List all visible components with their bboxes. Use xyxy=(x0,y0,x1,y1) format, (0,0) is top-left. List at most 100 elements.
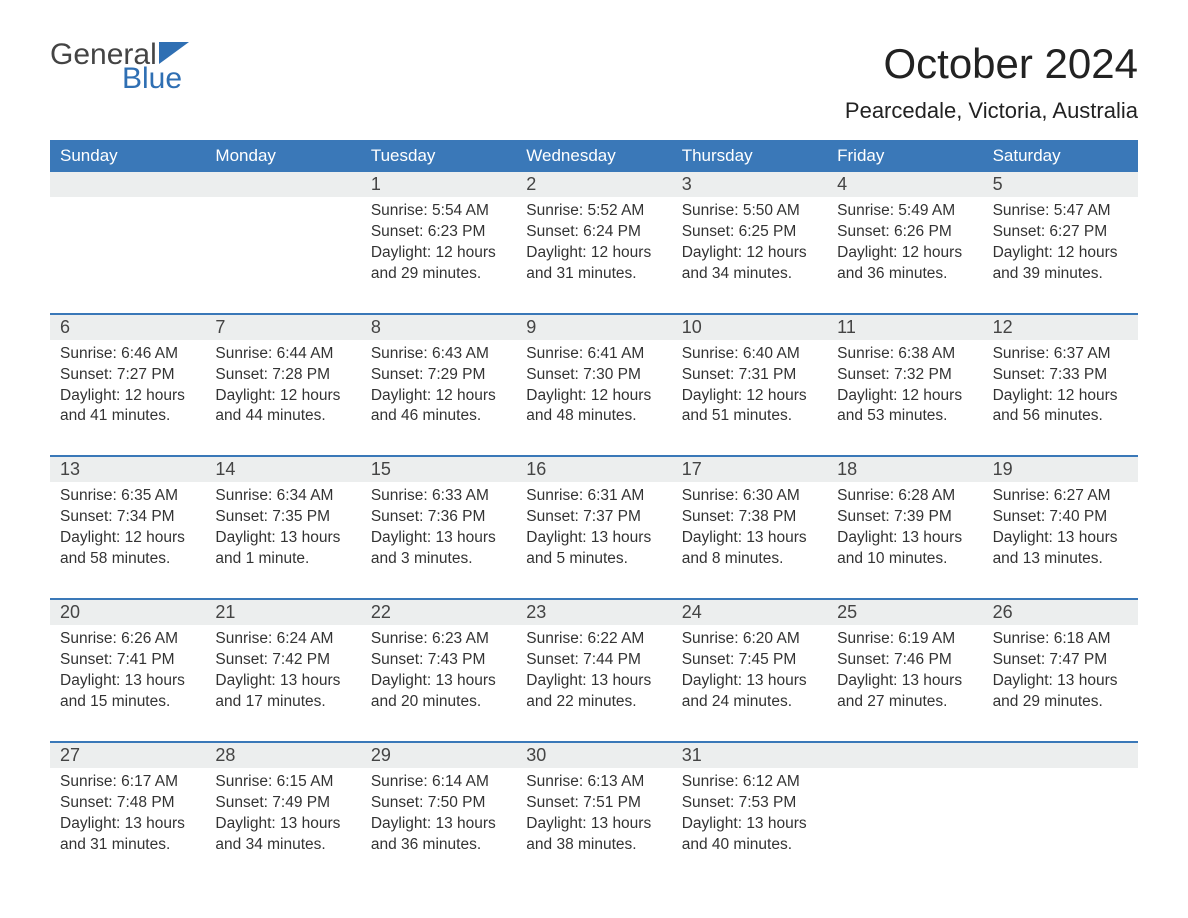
day-details: Sunrise: 6:22 AMSunset: 7:44 PMDaylight:… xyxy=(516,625,671,721)
day-number: 17 xyxy=(672,457,827,482)
sunset-text: Sunset: 7:27 PM xyxy=(60,365,195,386)
sunrise-text: Sunrise: 6:30 AM xyxy=(682,486,817,507)
day-details: Sunrise: 5:49 AMSunset: 6:26 PMDaylight:… xyxy=(827,197,982,293)
sunrise-text: Sunrise: 6:27 AM xyxy=(993,486,1128,507)
day-details: Sunrise: 6:27 AMSunset: 7:40 PMDaylight:… xyxy=(983,482,1138,578)
day-number: 3 xyxy=(672,172,827,197)
header: General Blue October 2024 Pearcedale, Vi… xyxy=(50,40,1138,124)
day-details: Sunrise: 6:41 AMSunset: 7:30 PMDaylight:… xyxy=(516,340,671,436)
day-number: 24 xyxy=(672,600,827,625)
daylight-text: Daylight: 12 hours and 41 minutes. xyxy=(60,386,195,428)
day-number: 7 xyxy=(205,315,360,340)
day-details: Sunrise: 6:30 AMSunset: 7:38 PMDaylight:… xyxy=(672,482,827,578)
sunrise-text: Sunrise: 6:22 AM xyxy=(526,629,661,650)
daylight-text: Daylight: 13 hours and 38 minutes. xyxy=(526,814,661,856)
day-number: 29 xyxy=(361,743,516,768)
day-cell: 31Sunrise: 6:12 AMSunset: 7:53 PMDayligh… xyxy=(672,743,827,864)
day-number: 8 xyxy=(361,315,516,340)
week-row: 6Sunrise: 6:46 AMSunset: 7:27 PMDaylight… xyxy=(50,313,1138,436)
day-number: 28 xyxy=(205,743,360,768)
logo: General Blue xyxy=(50,40,189,94)
day-number: 27 xyxy=(50,743,205,768)
day-cell: 1Sunrise: 5:54 AMSunset: 6:23 PMDaylight… xyxy=(361,172,516,293)
sunset-text: Sunset: 7:44 PM xyxy=(526,650,661,671)
daylight-text: Daylight: 13 hours and 8 minutes. xyxy=(682,528,817,570)
day-details xyxy=(50,197,205,209)
sunset-text: Sunset: 7:38 PM xyxy=(682,507,817,528)
day-number: 26 xyxy=(983,600,1138,625)
daylight-text: Daylight: 13 hours and 22 minutes. xyxy=(526,671,661,713)
location: Pearcedale, Victoria, Australia xyxy=(845,98,1138,124)
daylight-text: Daylight: 12 hours and 31 minutes. xyxy=(526,243,661,285)
day-details: Sunrise: 5:47 AMSunset: 6:27 PMDaylight:… xyxy=(983,197,1138,293)
sunrise-text: Sunrise: 6:13 AM xyxy=(526,772,661,793)
daylight-text: Daylight: 13 hours and 29 minutes. xyxy=(993,671,1128,713)
day-cell: 4Sunrise: 5:49 AMSunset: 6:26 PMDaylight… xyxy=(827,172,982,293)
daylight-text: Daylight: 13 hours and 31 minutes. xyxy=(60,814,195,856)
day-cell: 5Sunrise: 5:47 AMSunset: 6:27 PMDaylight… xyxy=(983,172,1138,293)
sunrise-text: Sunrise: 6:33 AM xyxy=(371,486,506,507)
dow-friday: Friday xyxy=(827,140,982,172)
daylight-text: Daylight: 12 hours and 56 minutes. xyxy=(993,386,1128,428)
daylight-text: Daylight: 12 hours and 36 minutes. xyxy=(837,243,972,285)
sunset-text: Sunset: 7:53 PM xyxy=(682,793,817,814)
day-number: 11 xyxy=(827,315,982,340)
day-number: 14 xyxy=(205,457,360,482)
sunrise-text: Sunrise: 6:24 AM xyxy=(215,629,350,650)
day-cell: 9Sunrise: 6:41 AMSunset: 7:30 PMDaylight… xyxy=(516,315,671,436)
day-number: 31 xyxy=(672,743,827,768)
daylight-text: Daylight: 12 hours and 53 minutes. xyxy=(837,386,972,428)
day-number: 15 xyxy=(361,457,516,482)
day-details: Sunrise: 6:20 AMSunset: 7:45 PMDaylight:… xyxy=(672,625,827,721)
sunrise-text: Sunrise: 6:46 AM xyxy=(60,344,195,365)
day-number: 1 xyxy=(361,172,516,197)
day-cell: 11 Sunrise: 6:38 AMSunset: 7:32 PMDayligh… xyxy=(827,315,982,436)
day-cell: 29Sunrise: 6:14 AMSunset: 7:50 PMDayligh… xyxy=(361,743,516,864)
day-number: 2 xyxy=(516,172,671,197)
day-details: Sunrise: 6:31 AMSunset: 7:37 PMDaylight:… xyxy=(516,482,671,578)
day-cell: 22Sunrise: 6:23 AMSunset: 7:43 PMDayligh… xyxy=(361,600,516,721)
day-cell: 24Sunrise: 6:20 AMSunset: 7:45 PMDayligh… xyxy=(672,600,827,721)
day-details: Sunrise: 6:34 AMSunset: 7:35 PMDaylight:… xyxy=(205,482,360,578)
day-details: Sunrise: 6:13 AMSunset: 7:51 PMDaylight:… xyxy=(516,768,671,864)
sunset-text: Sunset: 6:26 PM xyxy=(837,222,972,243)
day-cell: 17Sunrise: 6:30 AMSunset: 7:38 PMDayligh… xyxy=(672,457,827,578)
day-number: 13 xyxy=(50,457,205,482)
daylight-text: Daylight: 13 hours and 15 minutes. xyxy=(60,671,195,713)
sunset-text: Sunset: 6:27 PM xyxy=(993,222,1128,243)
sunrise-text: Sunrise: 6:37 AM xyxy=(993,344,1128,365)
day-number: 6 xyxy=(50,315,205,340)
week-row: 1Sunrise: 5:54 AMSunset: 6:23 PMDaylight… xyxy=(50,172,1138,293)
dow-thursday: Thursday xyxy=(672,140,827,172)
day-cell: 7Sunrise: 6:44 AMSunset: 7:28 PMDaylight… xyxy=(205,315,360,436)
daylight-text: Daylight: 13 hours and 17 minutes. xyxy=(215,671,350,713)
day-cell: 8Sunrise: 6:43 AMSunset: 7:29 PMDaylight… xyxy=(361,315,516,436)
sunset-text: Sunset: 6:23 PM xyxy=(371,222,506,243)
day-cell: 18Sunrise: 6:28 AMSunset: 7:39 PMDayligh… xyxy=(827,457,982,578)
sunset-text: Sunset: 7:40 PM xyxy=(993,507,1128,528)
sunset-text: Sunset: 7:41 PM xyxy=(60,650,195,671)
sunset-text: Sunset: 7:46 PM xyxy=(837,650,972,671)
day-details: Sunrise: 6:15 AMSunset: 7:49 PMDaylight:… xyxy=(205,768,360,864)
sunset-text: Sunset: 7:35 PM xyxy=(215,507,350,528)
day-details: Sunrise: 6:46 AMSunset: 7:27 PMDaylight:… xyxy=(50,340,205,436)
sunset-text: Sunset: 6:24 PM xyxy=(526,222,661,243)
sunset-text: Sunset: 7:32 PM xyxy=(837,365,972,386)
sunset-text: Sunset: 7:36 PM xyxy=(371,507,506,528)
day-details: Sunrise: 6:24 AMSunset: 7:42 PMDaylight:… xyxy=(205,625,360,721)
day-details: Sunrise: 6:40 AMSunset: 7:31 PMDaylight:… xyxy=(672,340,827,436)
sunset-text: Sunset: 7:31 PM xyxy=(682,365,817,386)
sunrise-text: Sunrise: 6:38 AM xyxy=(837,344,972,365)
sunrise-text: Sunrise: 6:17 AM xyxy=(60,772,195,793)
day-cell: 12Sunrise: 6:37 AMSunset: 7:33 PMDayligh… xyxy=(983,315,1138,436)
dow-sunday: Sunday xyxy=(50,140,205,172)
sunrise-text: Sunrise: 5:54 AM xyxy=(371,201,506,222)
sunrise-text: Sunrise: 6:34 AM xyxy=(215,486,350,507)
day-cell: 16Sunrise: 6:31 AMSunset: 7:37 PMDayligh… xyxy=(516,457,671,578)
dow-saturday: Saturday xyxy=(983,140,1138,172)
day-number: 10 xyxy=(672,315,827,340)
day-cell: 15Sunrise: 6:33 AMSunset: 7:36 PMDayligh… xyxy=(361,457,516,578)
sunset-text: Sunset: 7:48 PM xyxy=(60,793,195,814)
day-details: Sunrise: 5:54 AMSunset: 6:23 PMDaylight:… xyxy=(361,197,516,293)
logo-text-blue: Blue xyxy=(122,64,189,94)
